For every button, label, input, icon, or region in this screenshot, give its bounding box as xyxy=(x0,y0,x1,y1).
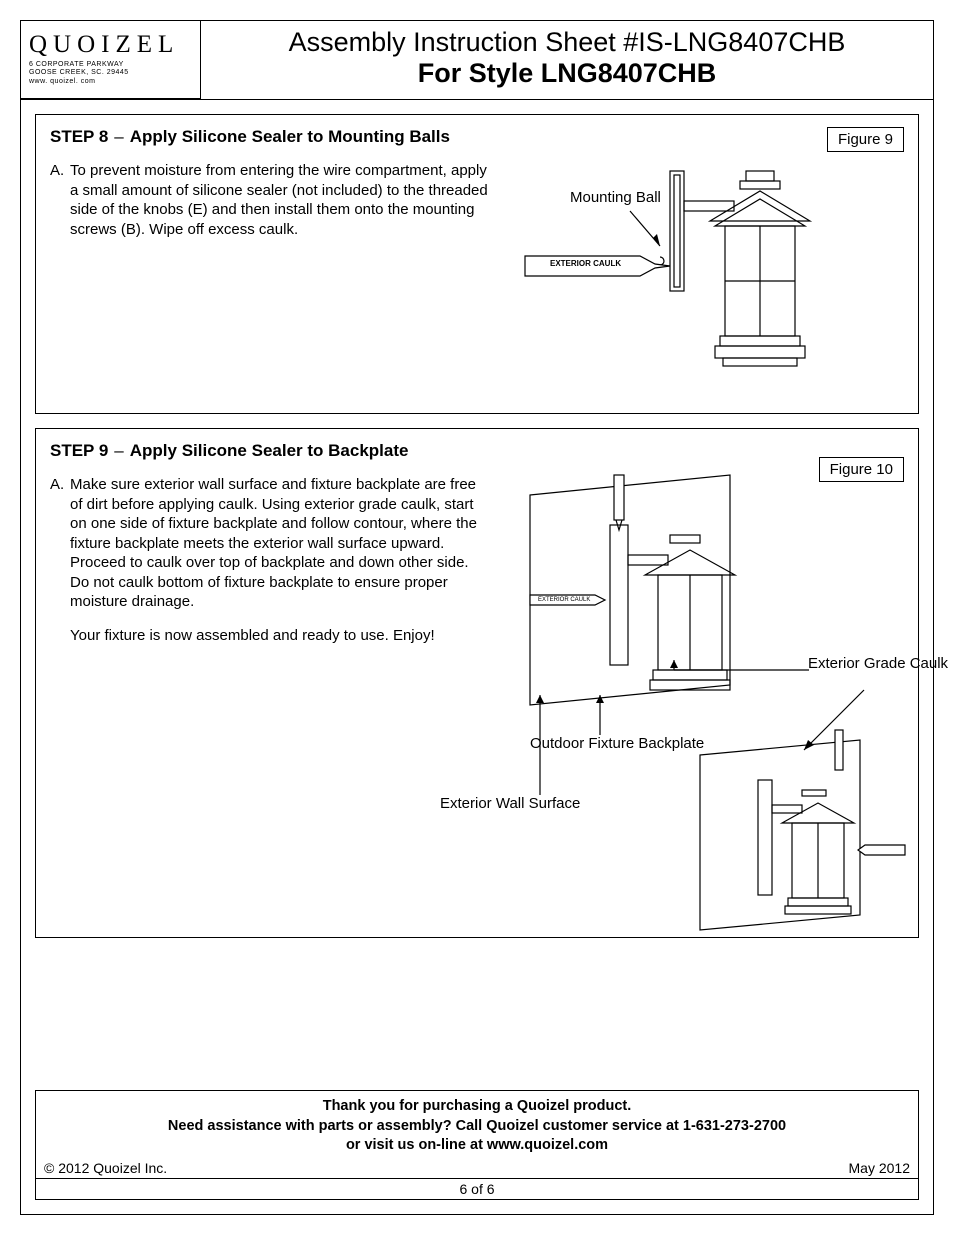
step9-num: STEP 9 xyxy=(50,441,108,461)
page-number: 6 of 6 xyxy=(36,1178,918,1199)
brand-addr2: GOOSE CREEK, SC. 29445 xyxy=(29,69,192,77)
figure10-area: EXTERIOR CAULK xyxy=(480,475,904,945)
title-line2: For Style LNG8407CHB xyxy=(211,58,923,89)
figure9-label: Figure 9 xyxy=(827,127,904,152)
brand-addr1: 6 CORPORATE PARKWAY xyxy=(29,61,192,69)
step9-item-letter: A. xyxy=(50,475,70,659)
step9-text: A. Make sure exterior wall surface and f… xyxy=(50,475,480,659)
mounting-ball-label: Mounting Ball xyxy=(570,189,661,206)
step8-text: A. To prevent moisture from entering the… xyxy=(50,161,490,239)
title-line1: Assembly Instruction Sheet #IS-LNG8407CH… xyxy=(211,27,923,58)
exterior-caulk-label2: EXTERIOR CAULK xyxy=(538,597,590,603)
step9-item-text2: Your fixture is now assembled and ready … xyxy=(70,626,480,646)
exterior-grade-text: Exterior Grade Caulk xyxy=(808,655,908,673)
exterior-grade-label: Exterior Grade Caulk xyxy=(808,655,908,673)
footer-thanks: Thank you for purchasing a Quoizel produ… xyxy=(36,1091,918,1160)
title-box: Assembly Instruction Sheet #IS-LNG8407CH… xyxy=(201,21,933,99)
step8-item-text: To prevent moisture from entering the wi… xyxy=(70,161,490,239)
logo-box: QUOIZEL 6 CORPORATE PARKWAY GOOSE CREEK,… xyxy=(21,21,201,99)
copyright: © 2012 Quoizel Inc. xyxy=(44,1160,167,1176)
step9-box: Figure 10 STEP 9 – Apply Silicone Sealer… xyxy=(35,428,919,938)
brand-addr3: www. quoizel. com xyxy=(29,78,192,86)
step8-header: STEP 8 – Apply Silicone Sealer to Mounti… xyxy=(50,127,904,147)
step8-item-letter: A. xyxy=(50,161,70,239)
footer-line3: or visit us on-line at www.quoizel.com xyxy=(46,1136,908,1156)
arrow-icon xyxy=(664,660,814,700)
header: QUOIZEL 6 CORPORATE PARKWAY GOOSE CREEK,… xyxy=(21,21,933,100)
footer-line1: Thank you for purchasing a Quoizel produ… xyxy=(46,1097,908,1117)
step8-box: Figure 9 STEP 8 – Apply Silicone Sealer … xyxy=(35,114,919,414)
step8-dash: – xyxy=(114,127,123,147)
step9-title: Apply Silicone Sealer to Backplate xyxy=(130,441,409,461)
step9-dash: – xyxy=(114,441,123,461)
footer-date: May 2012 xyxy=(849,1160,910,1176)
footer-line2: Need assistance with parts or assembly? … xyxy=(46,1117,908,1137)
brand-name: QUOIZEL xyxy=(29,31,192,59)
lantern-icon xyxy=(660,161,860,411)
arrow-icon xyxy=(625,206,675,256)
copyright-text: 2012 Quoizel Inc. xyxy=(58,1160,167,1176)
step8-num: STEP 8 xyxy=(50,127,108,147)
step9-item-text: Make sure exterior wall surface and fixt… xyxy=(70,475,480,612)
step8-title: Apply Silicone Sealer to Mounting Balls xyxy=(130,127,450,147)
footer-box: Thank you for purchasing a Quoizel produ… xyxy=(35,1090,919,1200)
exterior-caulk-label: EXTERIOR CAULK xyxy=(550,259,621,268)
arrow-icon xyxy=(510,690,600,800)
